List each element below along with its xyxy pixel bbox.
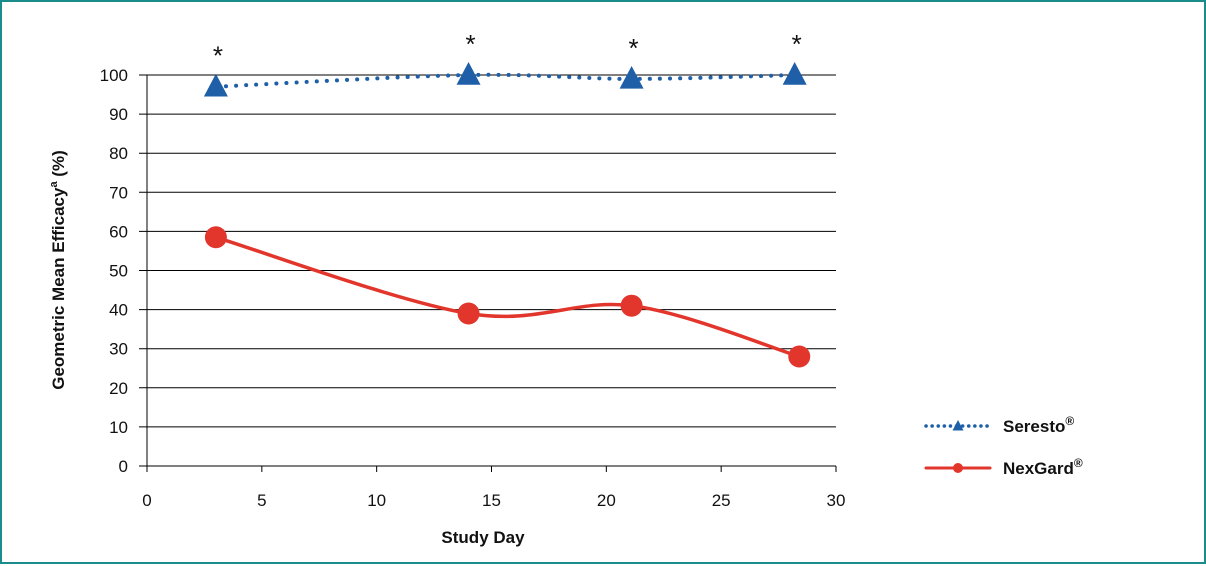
- y-tick-label: 80: [109, 144, 128, 163]
- data-point-seresto: [782, 62, 807, 85]
- legend-label-text: Seresto: [1003, 417, 1065, 436]
- series-line-nexgard: [214, 235, 802, 359]
- y-tick-label: 0: [119, 457, 128, 476]
- x-tick-label: 5: [257, 491, 266, 510]
- legend-marker-nexgard: [953, 463, 963, 473]
- x-tick-label: 20: [597, 491, 616, 510]
- data-point-nexgard: [620, 294, 643, 317]
- y-axis-label-suffix: (%): [49, 150, 68, 181]
- x-tick-label: 25: [712, 491, 731, 510]
- x-tick-label: 30: [827, 491, 846, 510]
- significance-marker: *: [465, 29, 475, 59]
- y-axis-label-sup: a: [48, 181, 60, 188]
- legend-marker-seresto: [952, 420, 964, 431]
- y-tick-label: 70: [109, 183, 128, 202]
- series-line-seresto: [213, 72, 797, 89]
- y-tick-label: 100: [100, 66, 128, 85]
- x-tick-label: 15: [482, 491, 501, 510]
- data-point-nexgard: [204, 226, 227, 249]
- data-point-seresto: [456, 62, 481, 85]
- legend-label-nexgard: NexGard®: [1003, 456, 1083, 478]
- data-point-nexgard: [457, 302, 480, 325]
- y-tick-label: 60: [109, 222, 128, 241]
- legend-label-text: NexGard: [1003, 459, 1074, 478]
- y-tick-label: 40: [109, 301, 128, 320]
- y-axis-label-text: Geometric Mean Efficacy: [49, 187, 68, 390]
- y-tick-label: 90: [109, 105, 128, 124]
- legend-label-sup: ®: [1065, 414, 1074, 428]
- x-tick-label: 0: [142, 491, 151, 510]
- legend-label-sup: ®: [1074, 456, 1083, 470]
- data-point-seresto: [203, 73, 228, 97]
- y-axis-label: Geometric Mean Efficacya (%): [48, 150, 68, 390]
- significance-marker: *: [792, 29, 802, 59]
- significance-marker: *: [629, 33, 639, 63]
- data-point-seresto: [619, 65, 644, 89]
- x-axis-label: Study Day: [441, 528, 525, 547]
- significance-marker: *: [213, 41, 223, 71]
- data-point-nexgard: [788, 345, 811, 368]
- y-tick-label: 30: [109, 340, 128, 359]
- y-tick-label: 50: [109, 262, 128, 281]
- y-tick-label: 10: [109, 418, 128, 437]
- legend-label-seresto: Seresto®: [1003, 414, 1074, 436]
- x-tick-label: 10: [367, 491, 386, 510]
- y-tick-label: 20: [109, 379, 128, 398]
